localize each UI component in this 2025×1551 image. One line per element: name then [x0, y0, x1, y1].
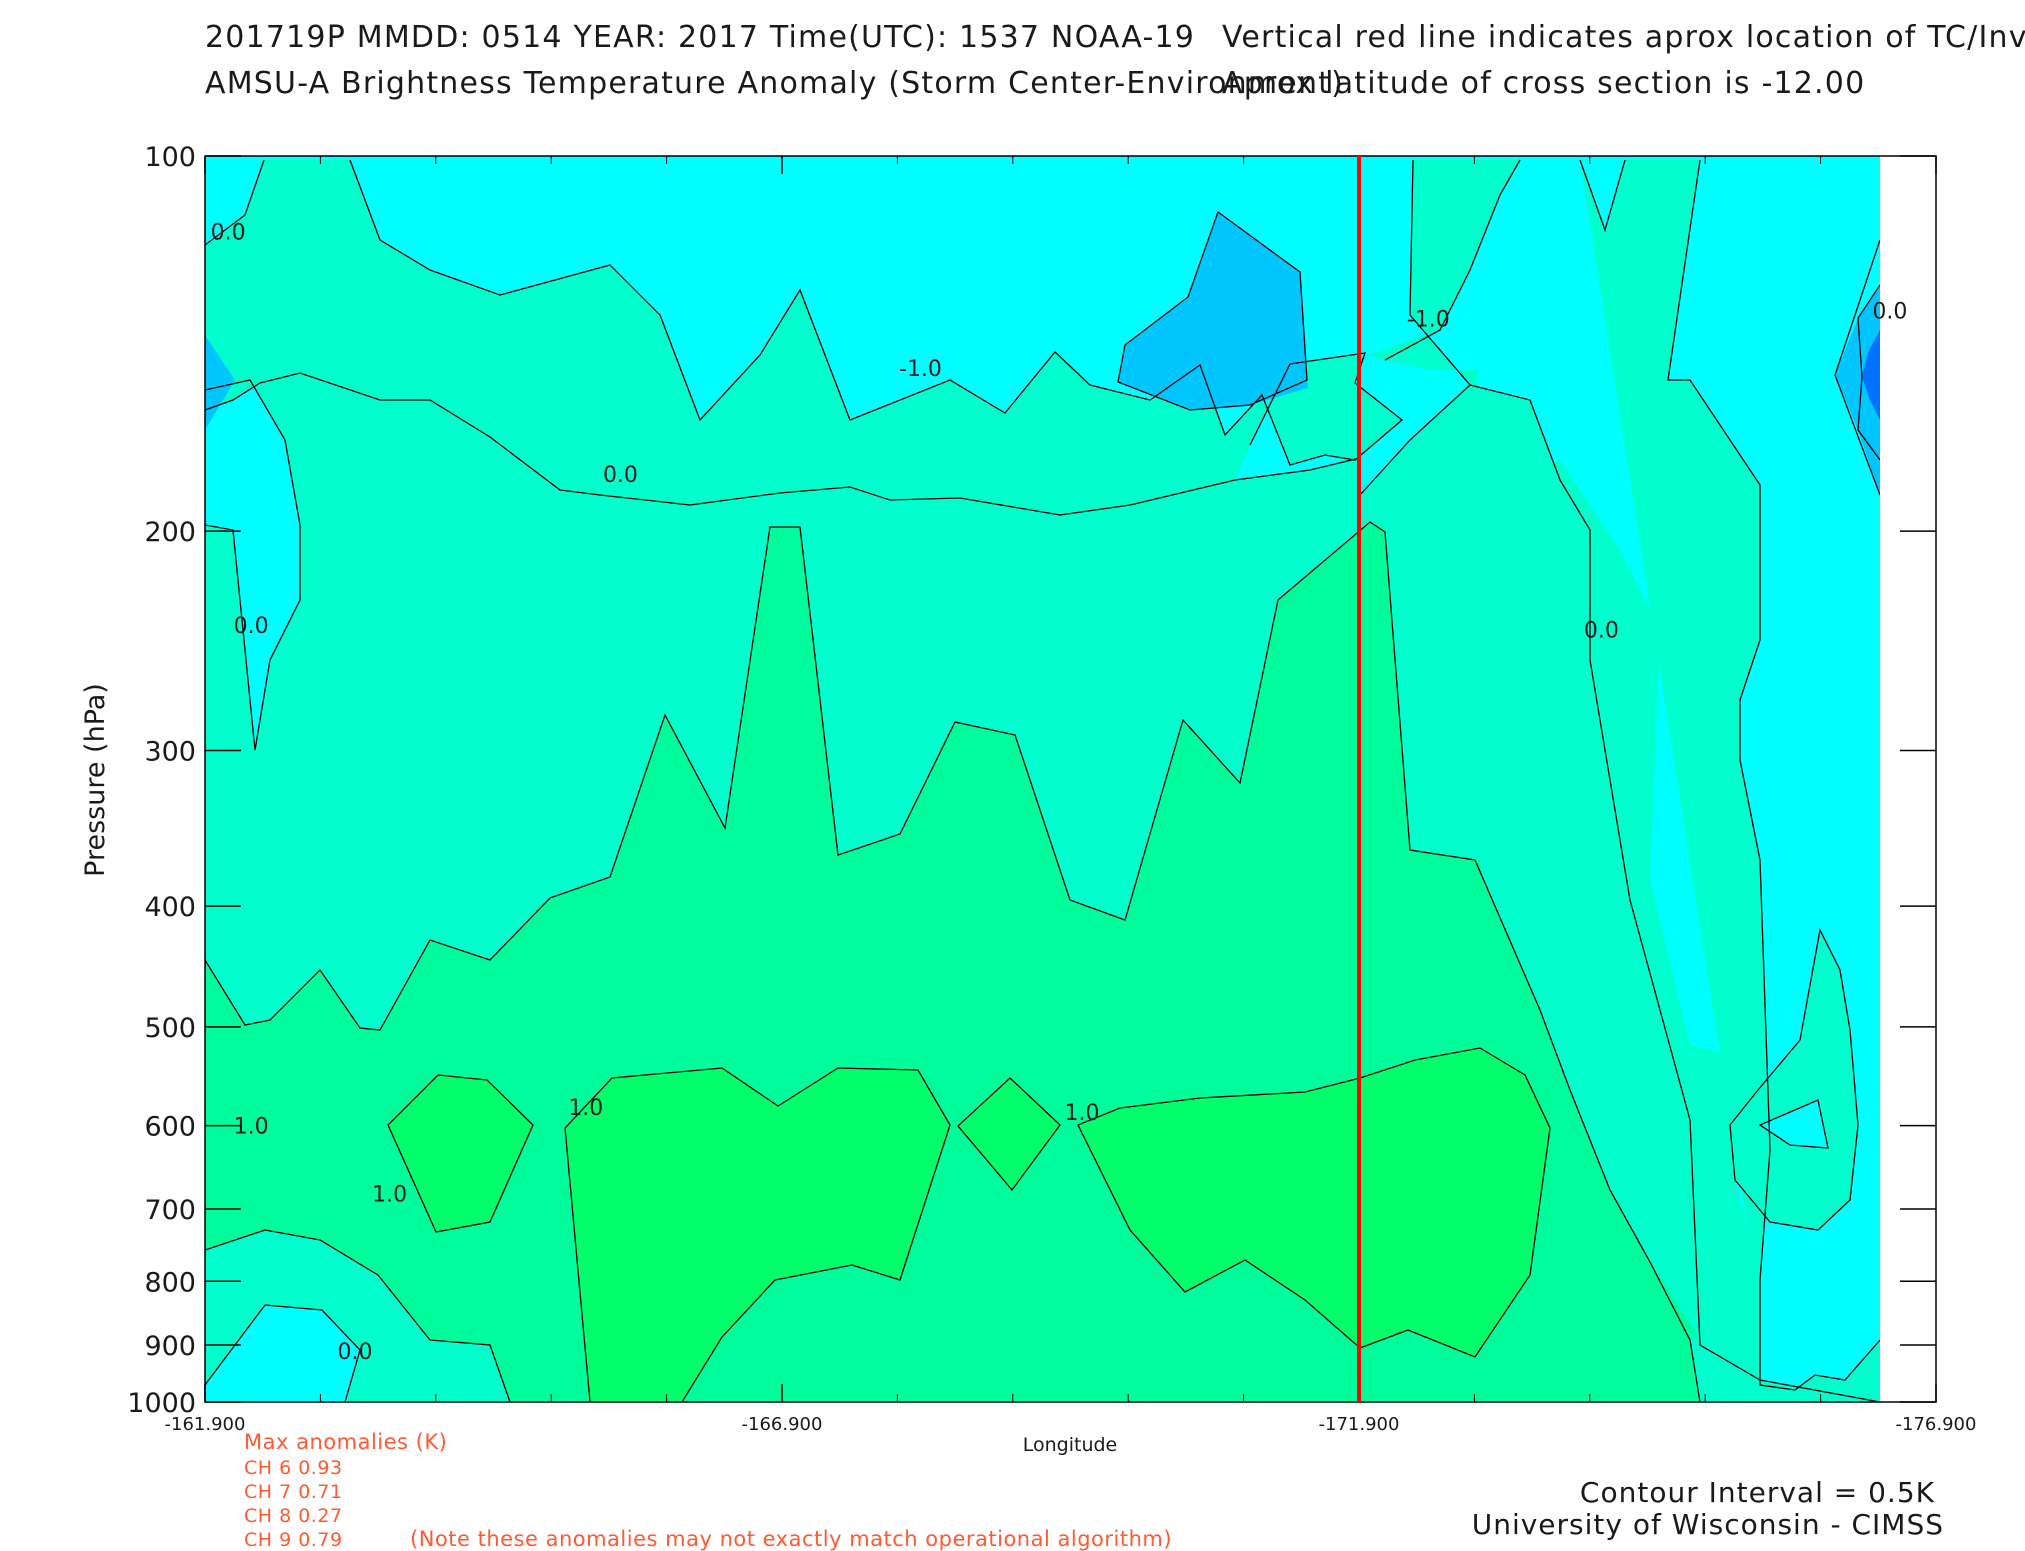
contour-line [349, 159, 1404, 466]
contour-region-bright-3 [958, 1078, 1060, 1190]
contour-label: 1.0 [1065, 1101, 1100, 1126]
x-tick-label: -171.900 [1319, 1414, 1400, 1435]
contour-region-teal-upper-right [1368, 160, 1760, 1380]
contour-line-loop [387, 1074, 534, 1233]
contour-line [205, 372, 1880, 1402]
axis-labels: 100 200 300 400 500 600 700 800 900 1000-161.900 -… [127, 142, 1976, 1435]
contour-fills-strong [388, 930, 1858, 1402]
contour-line [564, 1067, 951, 1402]
contour-label: 0.0 [1872, 299, 1907, 324]
x-axis-title: Longitude [1023, 1434, 1118, 1456]
contour-region-teal-right-strip [1580, 160, 1880, 1402]
contour-region-bright-4 [1078, 1048, 1550, 1357]
header-line2-left: AMSU-A Brightness Temperature Anomaly (S… [205, 66, 1345, 101]
contour-line [1834, 239, 1880, 496]
contour-line [205, 159, 265, 246]
contour-region-blue-right-edge [1835, 285, 1880, 495]
contour-lines [205, 159, 1880, 1402]
contour-label: 1.0 [372, 1182, 407, 1207]
x-tick-label: -166.900 [742, 1414, 823, 1435]
y-tick-label: 100 [144, 142, 196, 173]
contour-region-blue-center [1118, 212, 1308, 410]
header-line1-left: 201719P MMDD: 0514 YEAR: 2017 Time(UTC):… [205, 20, 1196, 55]
contour-line [1384, 159, 1521, 361]
contour-label: 1.0 [568, 1096, 603, 1121]
anomaly-row: CH 6 0.93 [244, 1457, 343, 1479]
contour-interval: Contour Interval = 0.5K [1579, 1476, 1935, 1509]
x-tick-label: -161.900 [165, 1414, 246, 1435]
y-tick-label: 1000 [127, 1388, 196, 1419]
contour-label: 1.0 [234, 1115, 269, 1140]
contour-region-blue-right-deep [1862, 330, 1880, 420]
contour-region-teal-upper-left [205, 160, 1402, 515]
contour-fills-negative [205, 212, 1880, 495]
contour-label: 0.0 [338, 1340, 373, 1365]
contour-region-teal-loop-right [1730, 930, 1858, 1230]
y-tick-label: 300 [144, 736, 196, 767]
contour-line-loop [1758, 1099, 1829, 1149]
axis-ticks [204, 155, 1937, 1403]
contour-region-blue-left-edge [205, 335, 235, 430]
y-tick-label: 200 [144, 517, 196, 548]
contour-label: 0.0 [603, 463, 638, 488]
contour-line-loop [957, 1077, 1061, 1192]
anomalies-title: Max anomalies (K) [244, 1430, 448, 1454]
contour-label: -1.0 [899, 357, 942, 382]
contour-line [1857, 284, 1880, 461]
anomalies-note: (Note these anomalies may not exactly ma… [410, 1527, 1173, 1551]
contour-line [1667, 159, 1880, 1391]
contour-line [1579, 159, 1626, 233]
y-tick-label: 800 [144, 1267, 196, 1298]
contour-labels: 0.0 -1.0 -1.0 0.0 0.0 0.0 0.0 1.0 1.0 1.0 1.0 0.0 [211, 221, 1908, 1365]
plot-frame [204, 155, 1937, 1403]
contour-region-cyan-bottom-left-inner [205, 1305, 360, 1402]
y-tick-label: 700 [144, 1195, 196, 1226]
y-axis-title: Pressure (hPa) [80, 683, 111, 877]
x-tick-label: -176.900 [1896, 1414, 1977, 1435]
y-tick-label: 400 [144, 892, 196, 923]
contour-line [205, 379, 301, 751]
contour-region-cyan-left [205, 380, 300, 750]
contour-label: 0.0 [211, 221, 246, 246]
contour-line-loop [1729, 927, 1859, 1231]
y-tick-label: 500 [144, 1013, 196, 1044]
contour-line [205, 521, 1701, 1402]
anomaly-row: CH 9 0.79 [244, 1529, 343, 1551]
credit: University of Wisconsin - CIMSS [1471, 1508, 1944, 1541]
contour-line [205, 1304, 361, 1402]
contour-line [1409, 159, 1471, 386]
contour-label: -1.0 [1407, 307, 1450, 332]
contour-line-loop [1077, 1047, 1551, 1358]
header-line1-right: Vertical red line indicates aprox locati… [1222, 20, 2025, 55]
contour-label: 0.0 [1584, 619, 1619, 644]
y-tick-label: 900 [144, 1331, 196, 1362]
y-tick-label: 600 [144, 1112, 196, 1143]
contour-fills-green [205, 160, 1880, 1402]
plot-unshaded-strip [1880, 156, 1936, 1402]
contour-region-bright-2 [565, 1068, 950, 1402]
header-line2-right: Aprox latitude of cross section is -12.0… [1222, 66, 1866, 101]
contour-region-bright-1 [388, 1075, 533, 1232]
contour-line [205, 1229, 511, 1402]
contour-line-loop [1117, 210, 1308, 411]
anomaly-row: CH 8 0.27 [244, 1505, 343, 1527]
anomaly-row: CH 7 0.71 [244, 1481, 343, 1503]
contour-label: 0.0 [234, 614, 269, 639]
